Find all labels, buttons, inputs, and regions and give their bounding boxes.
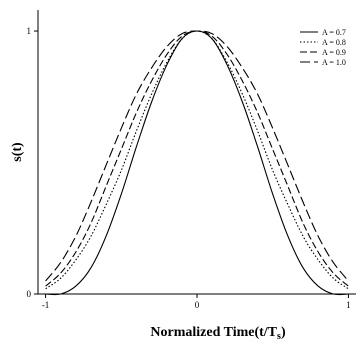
legend-label-4: A = 1.0 — [322, 58, 346, 67]
plot-area — [45, 30, 349, 296]
y-tick-label: 1 — [27, 26, 32, 36]
series-line-1 — [45, 30, 349, 296]
series-line-3 — [45, 30, 349, 287]
x-axis-title: Normalized Time(t/Ts) — [150, 325, 286, 342]
series-line-4 — [45, 30, 349, 282]
x-tick-label: 0 — [195, 300, 200, 310]
x-tick-label: -1 — [42, 300, 50, 310]
legend: A = 0.7A = 0.8A = 0.9A = 1.0 — [300, 28, 346, 67]
legend-label-3: A = 0.9 — [322, 48, 346, 57]
y-tick-label: 0 — [27, 289, 32, 299]
y-axis-title: s(t) — [10, 142, 25, 162]
x-tick-label: 1 — [346, 300, 351, 310]
legend-label-1: A = 0.7 — [322, 28, 346, 37]
x-axis-title-subscript: s — [277, 331, 281, 342]
axes: -1 0 1 0 1 — [27, 10, 356, 310]
legend-label-2: A = 0.8 — [322, 38, 346, 47]
x-axis-title-main: Normalized Time(t/T — [150, 325, 277, 340]
x-axis-title-end: ) — [281, 325, 286, 340]
series-line-2 — [45, 30, 349, 290]
